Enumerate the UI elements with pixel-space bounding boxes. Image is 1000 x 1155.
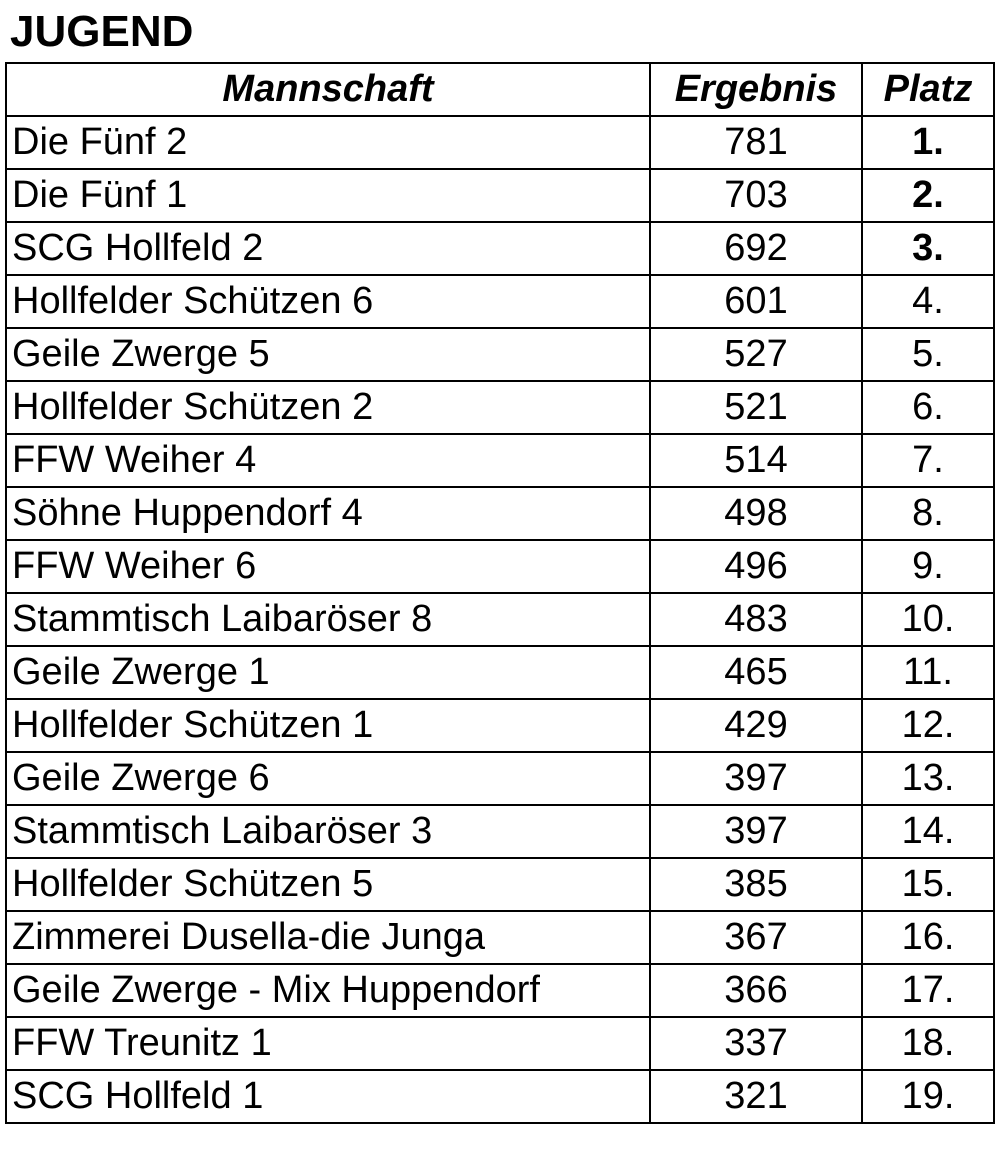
team-name-cell: Geile Zwerge 1 (5, 645, 651, 700)
table-row: Hollfelder Schützen 6 601 4. (5, 274, 995, 329)
score-cell: 337 (649, 1016, 863, 1071)
place-cell: 17. (861, 963, 995, 1018)
header-row: Mannschaft Ergebnis Platz (5, 62, 995, 117)
place-cell: 5. (861, 327, 995, 382)
page-title: JUGEND (10, 7, 194, 56)
team-name-cell: Hollfelder Schützen 2 (5, 380, 651, 435)
team-name-cell: Hollfelder Schützen 5 (5, 857, 651, 912)
results-table: Mannschaft Ergebnis Platz Die Fünf 2 781 1… (5, 62, 995, 1124)
place-cell: 6. (861, 380, 995, 435)
place-cell: 19. (861, 1069, 995, 1124)
score-cell: 527 (649, 327, 863, 382)
score-cell: 483 (649, 592, 863, 647)
column-header-team: Mannschaft (5, 62, 651, 117)
table-row: Die Fünf 2 781 1. (5, 115, 995, 170)
score-cell: 496 (649, 539, 863, 594)
table-row: SCG Hollfeld 1 321 19. (5, 1069, 995, 1124)
team-name-cell: Geile Zwerge 5 (5, 327, 651, 382)
table-row: Stammtisch Laibaröser 3 397 14. (5, 804, 995, 859)
column-header-score: Ergebnis (649, 62, 863, 117)
score-cell: 692 (649, 221, 863, 276)
table-row: Hollfelder Schützen 1 429 12. (5, 698, 995, 753)
table-row: Hollfelder Schützen 5 385 15. (5, 857, 995, 912)
score-cell: 498 (649, 486, 863, 541)
table-row: FFW Weiher 4 514 7. (5, 433, 995, 488)
team-name-cell: Geile Zwerge 6 (5, 751, 651, 806)
place-cell: 8. (861, 486, 995, 541)
score-cell: 703 (649, 168, 863, 223)
column-header-place: Platz (861, 62, 995, 117)
table-row: Zimmerei Dusella-die Junga 367 16. (5, 910, 995, 965)
team-name-cell: SCG Hollfeld 2 (5, 221, 651, 276)
place-cell: 10. (861, 592, 995, 647)
table-row: Die Fünf 1 703 2. (5, 168, 995, 223)
team-name-cell: FFW Treunitz 1 (5, 1016, 651, 1071)
place-cell: 16. (861, 910, 995, 965)
team-name-cell: FFW Weiher 6 (5, 539, 651, 594)
team-name-cell: Geile Zwerge - Mix Huppendorf (5, 963, 651, 1018)
team-name-cell: Söhne Huppendorf 4 (5, 486, 651, 541)
place-cell: 18. (861, 1016, 995, 1071)
place-cell: 14. (861, 804, 995, 859)
team-name-cell: Zimmerei Dusella-die Junga (5, 910, 651, 965)
place-cell: 13. (861, 751, 995, 806)
table-row: Geile Zwerge 1 465 11. (5, 645, 995, 700)
place-cell: 7. (861, 433, 995, 488)
score-cell: 429 (649, 698, 863, 753)
score-cell: 321 (649, 1069, 863, 1124)
table-row: FFW Treunitz 1 337 18. (5, 1016, 995, 1071)
table-header: Mannschaft Ergebnis Platz (5, 62, 995, 117)
place-cell: 11. (861, 645, 995, 700)
table-row: Geile Zwerge - Mix Huppendorf 366 17. (5, 963, 995, 1018)
table-row: SCG Hollfeld 2 692 3. (5, 221, 995, 276)
score-cell: 521 (649, 380, 863, 435)
table-row: Geile Zwerge 5 527 5. (5, 327, 995, 382)
score-cell: 397 (649, 751, 863, 806)
team-name-cell: Stammtisch Laibaröser 8 (5, 592, 651, 647)
score-cell: 781 (649, 115, 863, 170)
score-cell: 514 (649, 433, 863, 488)
score-cell: 385 (649, 857, 863, 912)
table-row: Geile Zwerge 6 397 13. (5, 751, 995, 806)
team-name-cell: Die Fünf 2 (5, 115, 651, 170)
team-name-cell: FFW Weiher 4 (5, 433, 651, 488)
place-cell: 1. (861, 115, 995, 170)
team-name-cell: Hollfelder Schützen 1 (5, 698, 651, 753)
team-name-cell: SCG Hollfeld 1 (5, 1069, 651, 1124)
team-name-cell: Hollfelder Schützen 6 (5, 274, 651, 329)
table-row: Hollfelder Schützen 2 521 6. (5, 380, 995, 435)
place-cell: 15. (861, 857, 995, 912)
table-row: Stammtisch Laibaröser 8 483 10. (5, 592, 995, 647)
score-cell: 397 (649, 804, 863, 859)
place-cell: 4. (861, 274, 995, 329)
team-name-cell: Die Fünf 1 (5, 168, 651, 223)
place-cell: 12. (861, 698, 995, 753)
place-cell: 2. (861, 168, 995, 223)
score-cell: 601 (649, 274, 863, 329)
place-cell: 9. (861, 539, 995, 594)
team-name-cell: Stammtisch Laibaröser 3 (5, 804, 651, 859)
table-body: Die Fünf 2 781 1. Die Fünf 1 703 2. SCG Hollfe… (5, 115, 995, 1124)
score-cell: 465 (649, 645, 863, 700)
score-cell: 366 (649, 963, 863, 1018)
table-row: Söhne Huppendorf 4 498 8. (5, 486, 995, 541)
place-cell: 3. (861, 221, 995, 276)
table-row: FFW Weiher 6 496 9. (5, 539, 995, 594)
score-cell: 367 (649, 910, 863, 965)
